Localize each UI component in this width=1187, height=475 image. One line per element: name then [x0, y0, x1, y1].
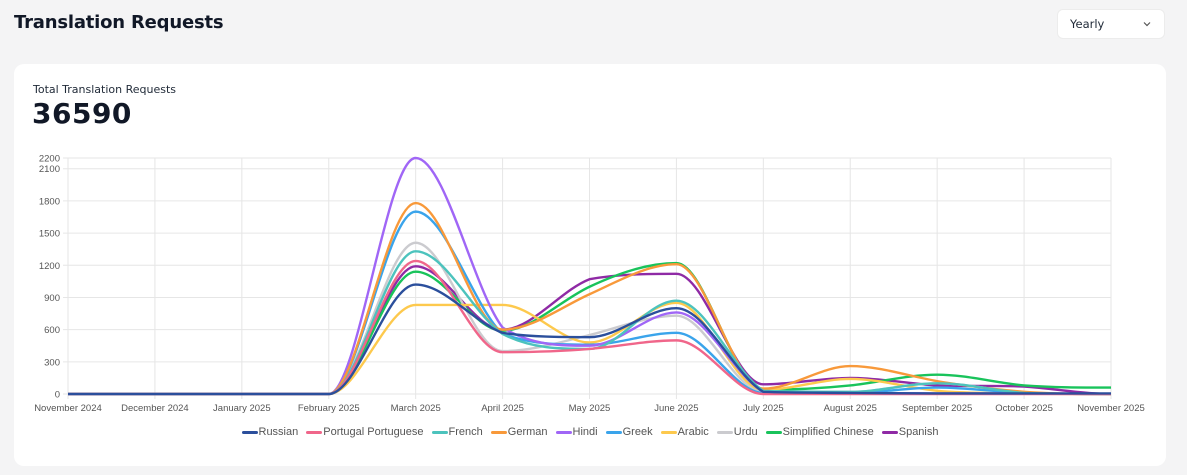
- legend-swatch-icon: [555, 430, 572, 434]
- legend-swatch-icon: [431, 430, 448, 434]
- legend-swatch-icon: [716, 430, 733, 434]
- chevron-down-icon: [1143, 22, 1151, 27]
- x-tick-label: November 2025: [1077, 403, 1145, 414]
- y-tick-label: 1800: [39, 196, 60, 207]
- y-tick-label: 2100: [39, 164, 60, 175]
- x-tick-label: April 2025: [481, 403, 524, 414]
- metric-label: Total Translation Requests: [33, 83, 177, 96]
- x-tick-label: February 2025: [298, 403, 360, 414]
- y-tick-label: 0: [55, 390, 60, 401]
- y-tick-label: 600: [44, 325, 60, 336]
- x-tick-label: September 2025: [902, 403, 972, 414]
- x-tick-label: May 2025: [569, 403, 611, 414]
- legend-label: Arabic: [677, 426, 709, 438]
- legend-swatch-icon: [881, 430, 898, 434]
- legend-label: Russian: [258, 426, 299, 438]
- legend-label: Greek: [622, 426, 653, 438]
- legend-swatch-icon: [241, 430, 258, 434]
- x-tick-label: June 2025: [654, 403, 698, 414]
- legend-item-french[interactable]: French: [431, 426, 483, 438]
- legend-item-greek[interactable]: Greek: [605, 426, 653, 438]
- legend-item-german[interactable]: German: [490, 426, 548, 438]
- legend-item-portugal-portuguese[interactable]: Portugal Portuguese: [306, 426, 424, 438]
- legend-item-spanish[interactable]: Spanish: [881, 426, 939, 438]
- x-tick-label: October 2025: [995, 403, 1053, 414]
- legend-swatch-icon: [660, 430, 677, 434]
- metric-value: 36590: [32, 97, 132, 130]
- y-tick-label: 300: [44, 357, 60, 368]
- legend-label: Hindi: [572, 426, 598, 438]
- legend-label: Simplified Chinese: [782, 426, 874, 438]
- legend-item-arabic[interactable]: Arabic: [660, 426, 709, 438]
- x-tick-label: July 2025: [743, 403, 784, 414]
- series-line-russian[interactable]: [68, 283, 1111, 396]
- legend-label: Urdu: [733, 426, 758, 438]
- y-tick-label: 1500: [39, 229, 60, 240]
- legend-swatch-icon: [765, 430, 782, 434]
- x-tick-label: March 2025: [391, 403, 441, 414]
- period-select[interactable]: Yearly: [1057, 9, 1165, 39]
- y-tick-label: 2200: [39, 154, 60, 165]
- legend-swatch-icon: [306, 430, 323, 434]
- x-tick-label: January 2025: [213, 403, 271, 414]
- page-title: Translation Requests: [14, 12, 224, 33]
- y-tick-label: 900: [44, 293, 60, 304]
- legend-item-hindi[interactable]: Hindi: [555, 426, 598, 438]
- period-select-value: Yearly: [1070, 17, 1105, 31]
- legend-item-simplified-chinese[interactable]: Simplified Chinese: [765, 426, 874, 438]
- legend-label: Portugal Portuguese: [323, 426, 424, 438]
- legend-item-urdu[interactable]: Urdu: [716, 426, 758, 438]
- legend-label: Spanish: [898, 426, 939, 438]
- chart-card: Total Translation Requests 36590 0 300 600…: [14, 64, 1166, 466]
- x-tick-label: November 2024: [34, 403, 102, 414]
- legend-swatch-icon: [605, 430, 622, 434]
- chart-legend: Russian Portugal Portuguese French German Hi…: [14, 426, 1166, 438]
- legend-swatch-icon: [490, 430, 507, 434]
- legend-label: German: [507, 426, 548, 438]
- y-tick-label: 1200: [39, 261, 60, 272]
- x-tick-label: December 2024: [121, 403, 189, 414]
- legend-item-russian[interactable]: Russian: [241, 426, 299, 438]
- legend-label: French: [448, 426, 483, 438]
- x-tick-label: August 2025: [824, 403, 877, 414]
